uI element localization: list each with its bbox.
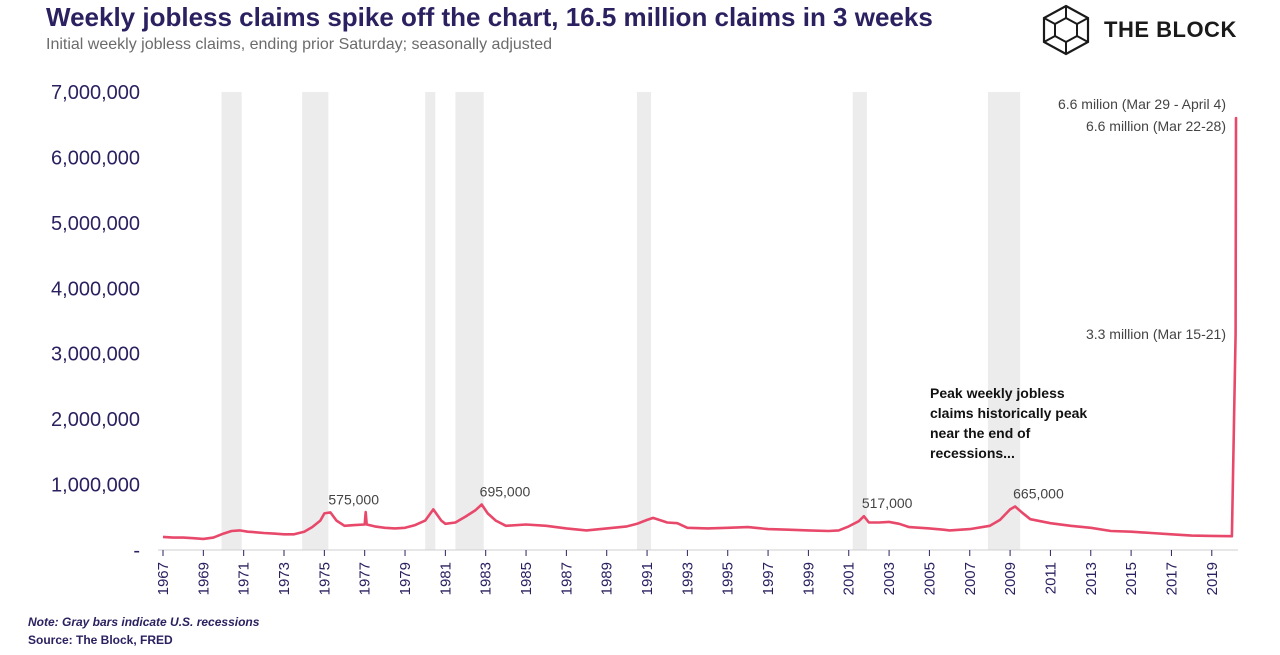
recession-bars — [221, 92, 1021, 550]
x-tick-label: 2015 — [1123, 562, 1140, 595]
x-tick-label: 1971 — [236, 562, 253, 595]
x-tick-label: 2001 — [841, 562, 858, 595]
x-tick-label: 1983 — [478, 562, 495, 595]
recession-bar — [425, 92, 436, 550]
x-tick-label: 1979 — [397, 562, 414, 595]
x-tick-label: 1989 — [599, 562, 616, 595]
x-tick-label: 1995 — [720, 562, 737, 595]
annotation-label: 695,000 — [480, 484, 531, 500]
x-tick-label: 1967 — [155, 562, 172, 595]
x-tick-label: 1985 — [518, 562, 535, 595]
recession-bar — [221, 92, 242, 550]
y-tick-label: 2,000,000 — [51, 409, 140, 431]
footer-source: Source: The Block, FRED — [28, 633, 173, 647]
axes: - 1,000,000 2,000,000 3,000,000 4,000,000 5,0… — [51, 82, 1238, 595]
y-tick-label: 4,000,000 — [51, 278, 140, 300]
chart-subtitle: Initial weekly jobless claims, ending pr… — [46, 36, 553, 53]
annotation-label: 575,000 — [328, 491, 379, 507]
footer-note: Note: Gray bars indicate U.S. recessions — [28, 615, 260, 629]
recession-note-line: claims historically peak — [930, 405, 1087, 421]
annotations: 575,000 695,000 517,000 665,000 3.3 million … — [328, 96, 1226, 511]
annotation-label: 665,000 — [1013, 485, 1064, 501]
recession-bar — [302, 92, 329, 550]
x-tick-label: 1999 — [800, 562, 817, 595]
series-line — [162, 116, 1239, 541]
y-tick-label: 1,000,000 — [51, 475, 140, 497]
x-tick-label: 1977 — [357, 562, 374, 595]
x-tick-label: 1991 — [639, 562, 656, 595]
x-tick-label: 2009 — [1002, 562, 1019, 595]
x-tick-label: 1975 — [316, 562, 333, 595]
y-tick-label: - — [133, 540, 140, 562]
x-tick-label: 1993 — [679, 562, 696, 595]
brand-name: THE BLOCK — [1104, 17, 1237, 42]
annotation-label: 6.6 million (Mar 22-28) — [1086, 118, 1226, 134]
y-tick-label: 6,000,000 — [51, 147, 140, 169]
x-tick-label: 2013 — [1083, 562, 1100, 595]
annotation-label: 3.3 million (Mar 15-21) — [1086, 326, 1226, 342]
x-tick-label: 2003 — [881, 562, 898, 595]
recession-bar — [852, 92, 867, 550]
recession-note-line: recessions... — [930, 445, 1015, 461]
x-tick-label: 2007 — [962, 562, 979, 595]
x-tick-label: 1987 — [558, 562, 575, 595]
recession-note-line: Peak weekly jobless — [930, 385, 1065, 401]
y-tick-label: 7,000,000 — [51, 82, 140, 104]
claims-line — [162, 116, 1239, 541]
x-tick-label: 1981 — [437, 562, 454, 595]
cube-logo-icon — [1042, 4, 1090, 56]
recession-bar — [636, 92, 652, 550]
x-tick-label: 2005 — [921, 562, 938, 595]
recession-bar — [455, 92, 484, 550]
x-tick-label: 2011 — [1042, 562, 1059, 594]
annotation-label: 517,000 — [862, 495, 913, 511]
brand-logo: THE BLOCK — [1040, 4, 1237, 56]
recession-bar — [987, 92, 1021, 550]
x-tick-label: 1973 — [276, 562, 293, 595]
annotation-label: 6.6 milion (Mar 29 - April 4) — [1058, 96, 1226, 112]
y-tick-label: 3,000,000 — [51, 344, 140, 366]
x-tick-label: 2019 — [1204, 562, 1221, 595]
recession-note-line: near the end of — [930, 425, 1031, 441]
x-tick-label: 1969 — [195, 562, 212, 595]
y-tick-label: 5,000,000 — [51, 213, 140, 235]
x-tick-label: 2017 — [1163, 562, 1180, 595]
x-tick-label: 1997 — [760, 562, 777, 595]
chart-title: Weekly jobless claims spike off the char… — [46, 2, 933, 32]
